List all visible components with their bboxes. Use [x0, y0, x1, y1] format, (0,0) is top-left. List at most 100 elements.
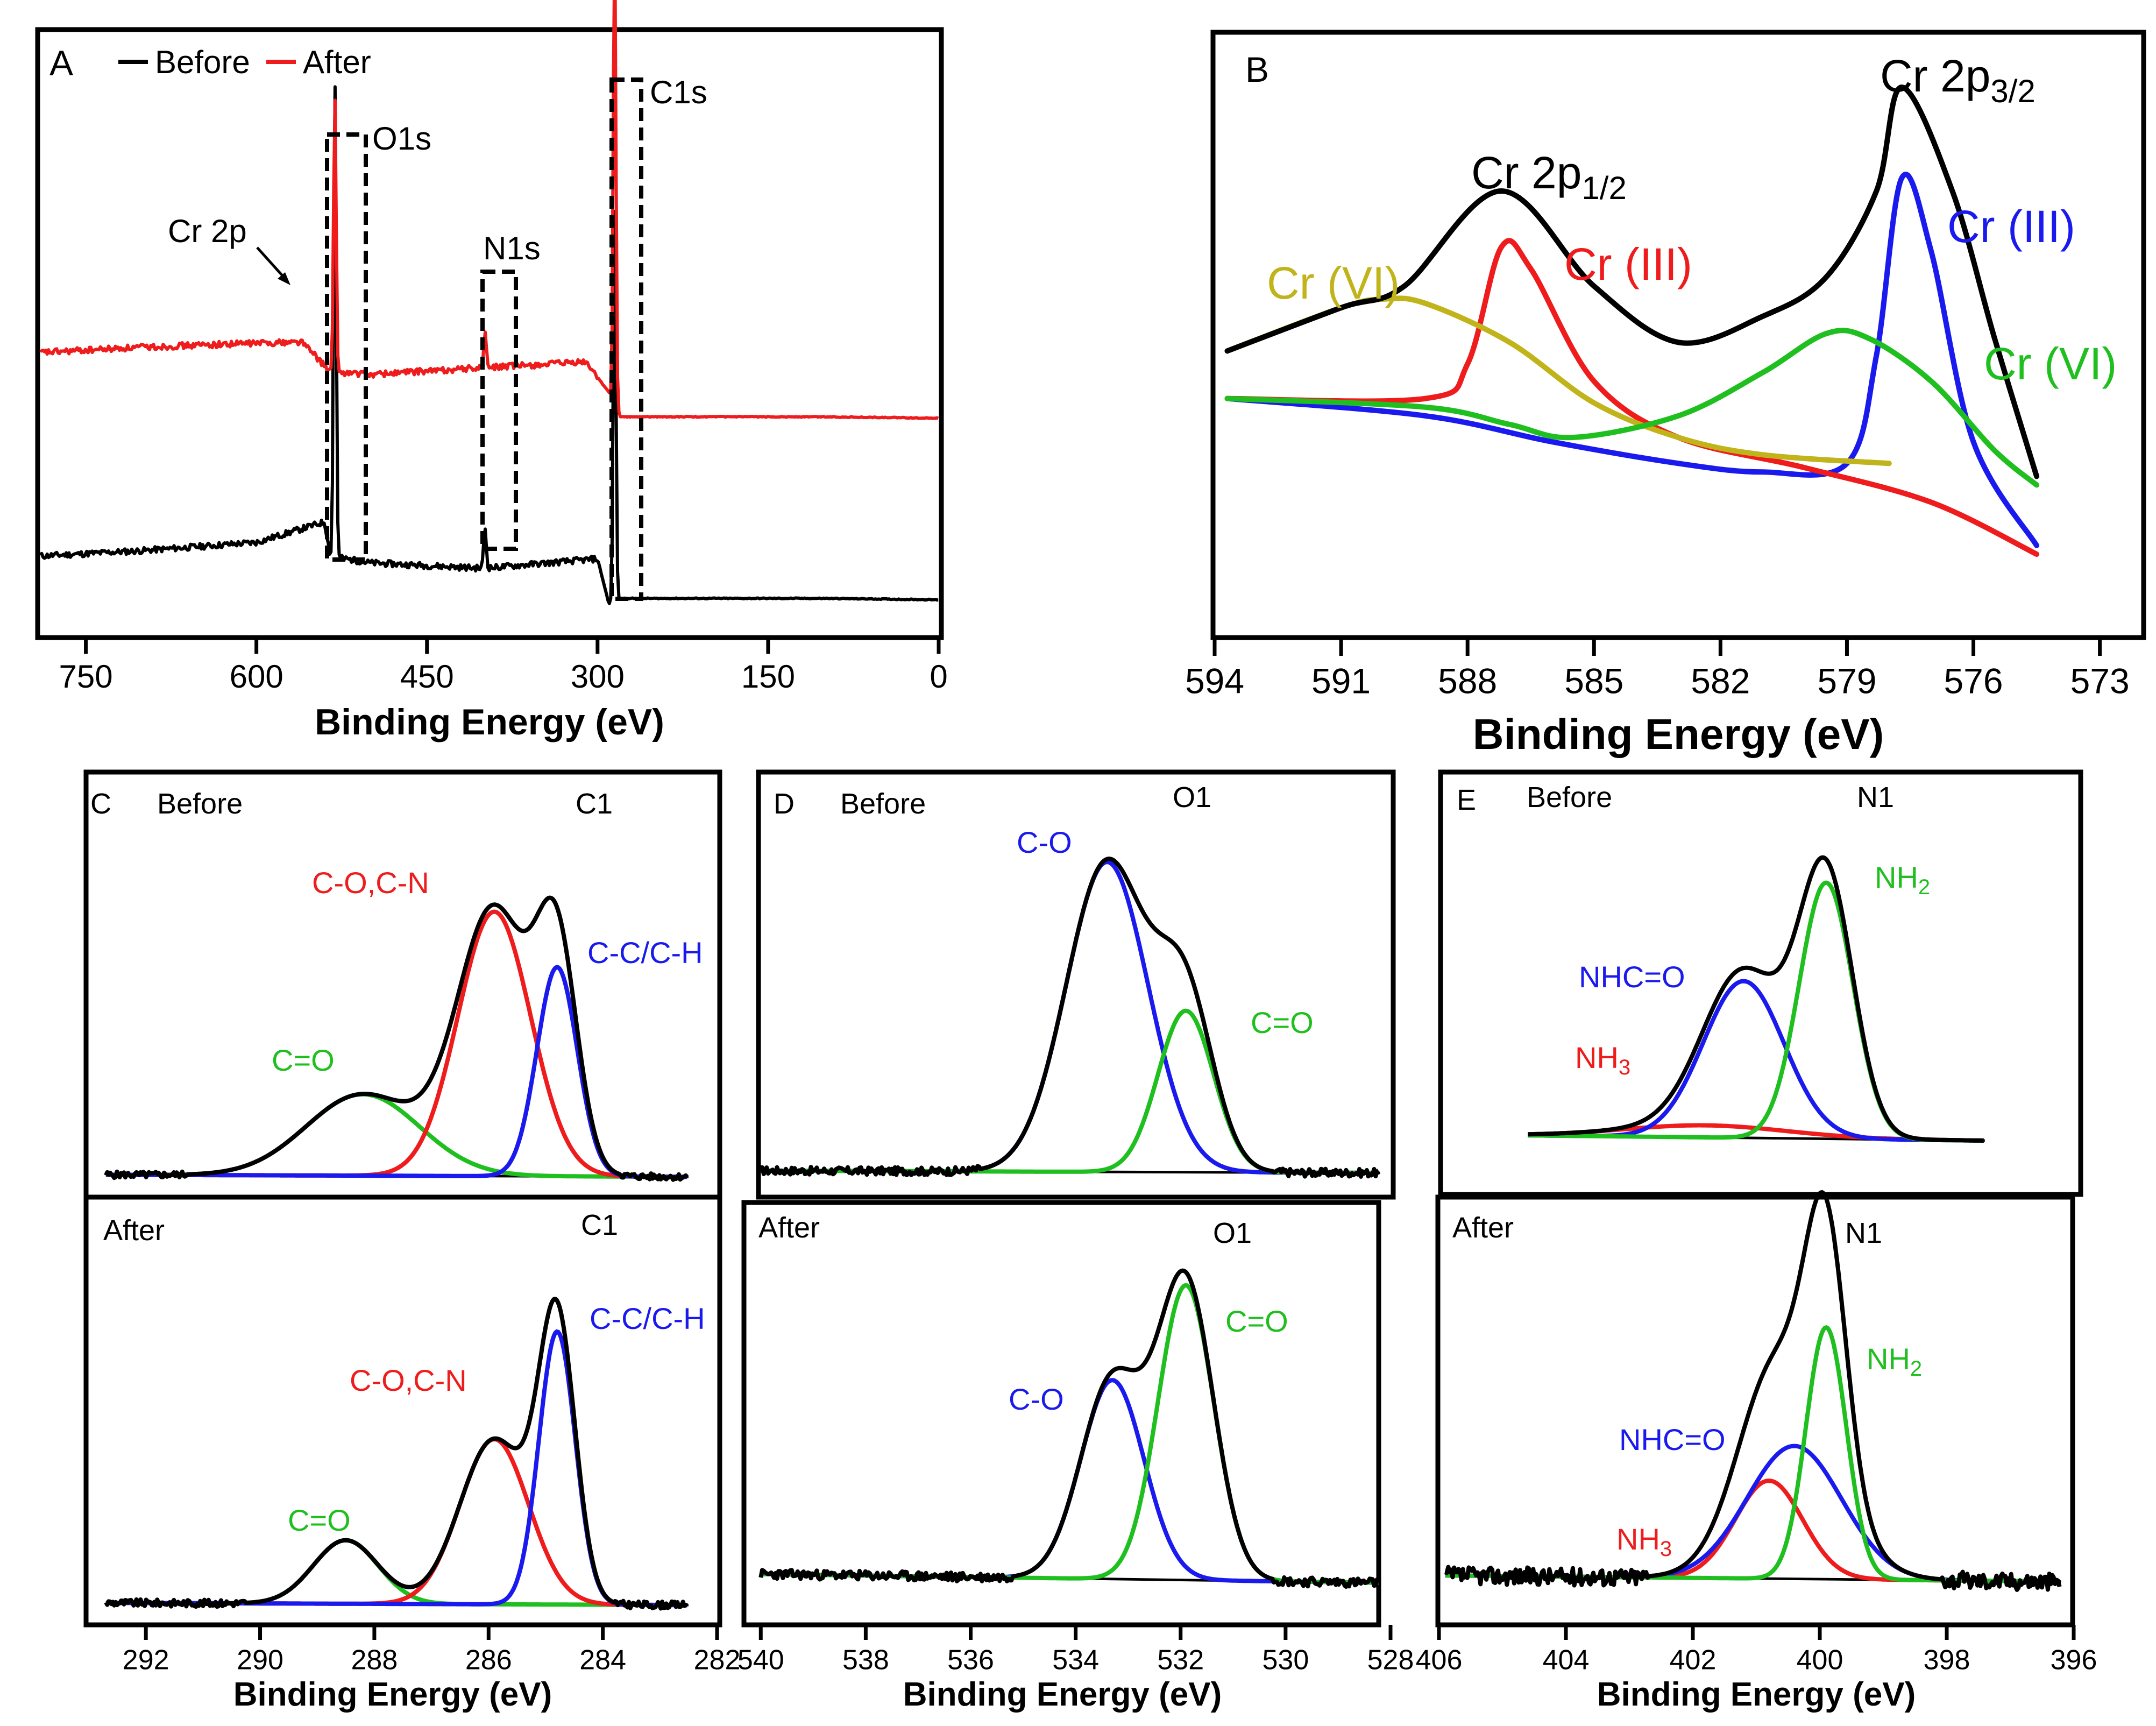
panel-d-after-frame [741, 1200, 1381, 1628]
x-tick-label: 402 [1670, 1645, 1717, 1676]
panel-e-label: E [1457, 784, 1476, 816]
c-before-cc-ch-label: C-C/C-H [587, 936, 703, 970]
x-tick-label: 532 [1157, 1645, 1204, 1676]
series-before-line [39, 85, 939, 605]
panel-c-after-element: C1 [581, 1209, 618, 1241]
panel-b-label: B [1245, 49, 1269, 89]
envelope [1444, 1190, 2062, 1592]
x-tick-label: 534 [1052, 1645, 1099, 1676]
panel-d-series [758, 857, 1380, 1589]
panel-a-xlabel: Binding Energy (eV) [315, 702, 664, 742]
envelope [104, 895, 689, 1182]
cr2p12-label: Cr 2p1/2 [1471, 147, 1627, 206]
x-tick-label: 540 [737, 1645, 784, 1676]
panel-c-x-axis: 292 290 288 286 284 282 [123, 1625, 741, 1676]
envelope [760, 857, 1380, 1179]
c-after-co-cn-label: C-O,C-N [350, 1363, 467, 1397]
cr-vi-32-label: Cr (VI) [1984, 338, 2117, 389]
o1s-annotation: O1s [372, 121, 431, 157]
d-after-c-double-o-label: C=O [1225, 1304, 1288, 1338]
panel-e-before-element: N1 [1857, 781, 1894, 814]
cr2p-annotation: Cr 2p [168, 213, 247, 249]
c-before-co-label: C=O [272, 1043, 335, 1077]
panel-a-label: A [49, 43, 73, 83]
cr2p-arrow-head [278, 272, 290, 285]
cr2p32-sub: 3/2 [1990, 73, 2035, 109]
x-tick-label: 286 [465, 1645, 512, 1676]
panel-a-survey: A Before After Cr 2p O1s N1s C1s 750 600 4… [35, 0, 948, 742]
d-before-c-double-o-label: C=O [1251, 1006, 1314, 1039]
x-tick-label: 538 [842, 1645, 889, 1676]
x-tick-label: 404 [1543, 1645, 1590, 1676]
panel-e-xlabel: Binding Energy (eV) [1597, 1676, 1916, 1713]
panel-c-after-label: After [103, 1214, 165, 1247]
x-tick-label: 576 [1944, 661, 2003, 701]
c-before-co-cn-label: C-O,C-N [312, 866, 429, 900]
panel-c-before-element: C1 [576, 788, 613, 820]
x-tick-label: 400 [1797, 1645, 1843, 1676]
legend-after-label: After [303, 44, 371, 80]
panel-d-xlabel: Binding Energy (eV) [903, 1676, 1222, 1713]
panel-a-x-axis: 750 600 450 300 150 0 [59, 638, 948, 695]
n1s-annotation: N1s [483, 230, 541, 266]
x-tick-label: 406 [1416, 1645, 1463, 1676]
e-before-nh3-label: NH3 [1575, 1041, 1630, 1079]
d-before-co-label: C-O [1017, 825, 1072, 859]
panel-d-before-label: Before [840, 788, 926, 820]
x-tick-label: 573 [2070, 661, 2130, 701]
x-tick-label: 588 [1438, 661, 1497, 701]
envelope [1527, 855, 1985, 1143]
d-after-co-label: C-O [1009, 1382, 1064, 1416]
x-tick-label: 396 [2051, 1645, 2097, 1676]
panel-e-x-axis: 406 404 402 400 398 396 [1416, 1625, 2097, 1676]
c1s-box [609, 77, 643, 601]
x-tick-label: 600 [230, 659, 283, 695]
x-tick-label: 530 [1262, 1645, 1309, 1676]
cr-vi-12-label: Cr (VI) [1267, 258, 1400, 308]
panel-c-before-label: Before [157, 788, 243, 820]
curve-cr-iii-2p3-2 [1224, 172, 2040, 548]
cr2p12-sub: 1/2 [1581, 170, 1626, 206]
panel-c-xlabel: Binding Energy (eV) [233, 1676, 552, 1713]
c1s-annotation: C1s [650, 74, 707, 110]
panel-e-after-frame [1435, 1194, 2075, 1628]
x-tick-label: 528 [1367, 1645, 1414, 1676]
panel-a-frame [35, 27, 944, 640]
panel-e-before-label: Before [1527, 781, 1612, 814]
panel-c-c1s: C Before C1 After C1 C-O,C-N C-C/C-H C=O… [83, 769, 741, 1713]
x-tick-label: 282 [694, 1645, 741, 1676]
cr2p32-text: Cr 2p [1880, 51, 1990, 101]
panel-e-after-label: After [1452, 1212, 1514, 1244]
panel-e-before-frame [1438, 769, 2083, 1197]
cr-iii-32-label: Cr (III) [1947, 201, 2075, 252]
curve-cr-vi-2p3-2 [1224, 328, 2040, 488]
panel-e-n1s: E Before N1 After N1 NH2 NHC=O NH3 NH2 N… [1416, 769, 2097, 1713]
panel-e-after-element: N1 [1845, 1217, 1882, 1249]
x-tick-label: 150 [741, 659, 795, 695]
x-tick-label: 288 [351, 1645, 398, 1676]
legend-before-label: Before [155, 44, 250, 80]
panel-d-before-element: O1 [1173, 781, 1211, 814]
o1s-box [325, 132, 368, 562]
x-tick-label: 290 [237, 1645, 283, 1676]
e-before-nhco-label: NHC=O [1579, 960, 1685, 994]
x-tick-label: 579 [1817, 661, 1876, 701]
panel-b-cr2p: B Cr 2p1/2 Cr 2p3/2 Cr (VI) Cr (III) Cr … [1185, 30, 2146, 758]
panel-b-frame [1210, 30, 2146, 640]
x-tick-label: 300 [571, 659, 625, 695]
panel-d-o1s: D Before O1 After O1 C-O C=O C-O C=O 540… [737, 769, 1414, 1713]
panel-c-series [104, 895, 689, 1611]
x-tick-label: 450 [400, 659, 454, 695]
x-tick-label: 582 [1691, 661, 1750, 701]
panel-b-xlabel: Binding Energy (eV) [1473, 710, 1884, 758]
x-tick-label: 0 [930, 659, 947, 695]
panel-b-x-axis: 594 591 588 585 582 579 576 573 [1185, 638, 2130, 701]
cr2p32-label: Cr 2p3/2 [1880, 51, 2036, 109]
cr2p-arrow-line [256, 246, 287, 281]
panel-a-series [39, 0, 939, 605]
panel-e-series [1444, 855, 2062, 1592]
x-tick-label: 398 [1924, 1645, 1970, 1676]
cr2p12-text: Cr 2p [1471, 147, 1581, 198]
curve-cr-iii-2p1-2 [1224, 238, 2040, 557]
